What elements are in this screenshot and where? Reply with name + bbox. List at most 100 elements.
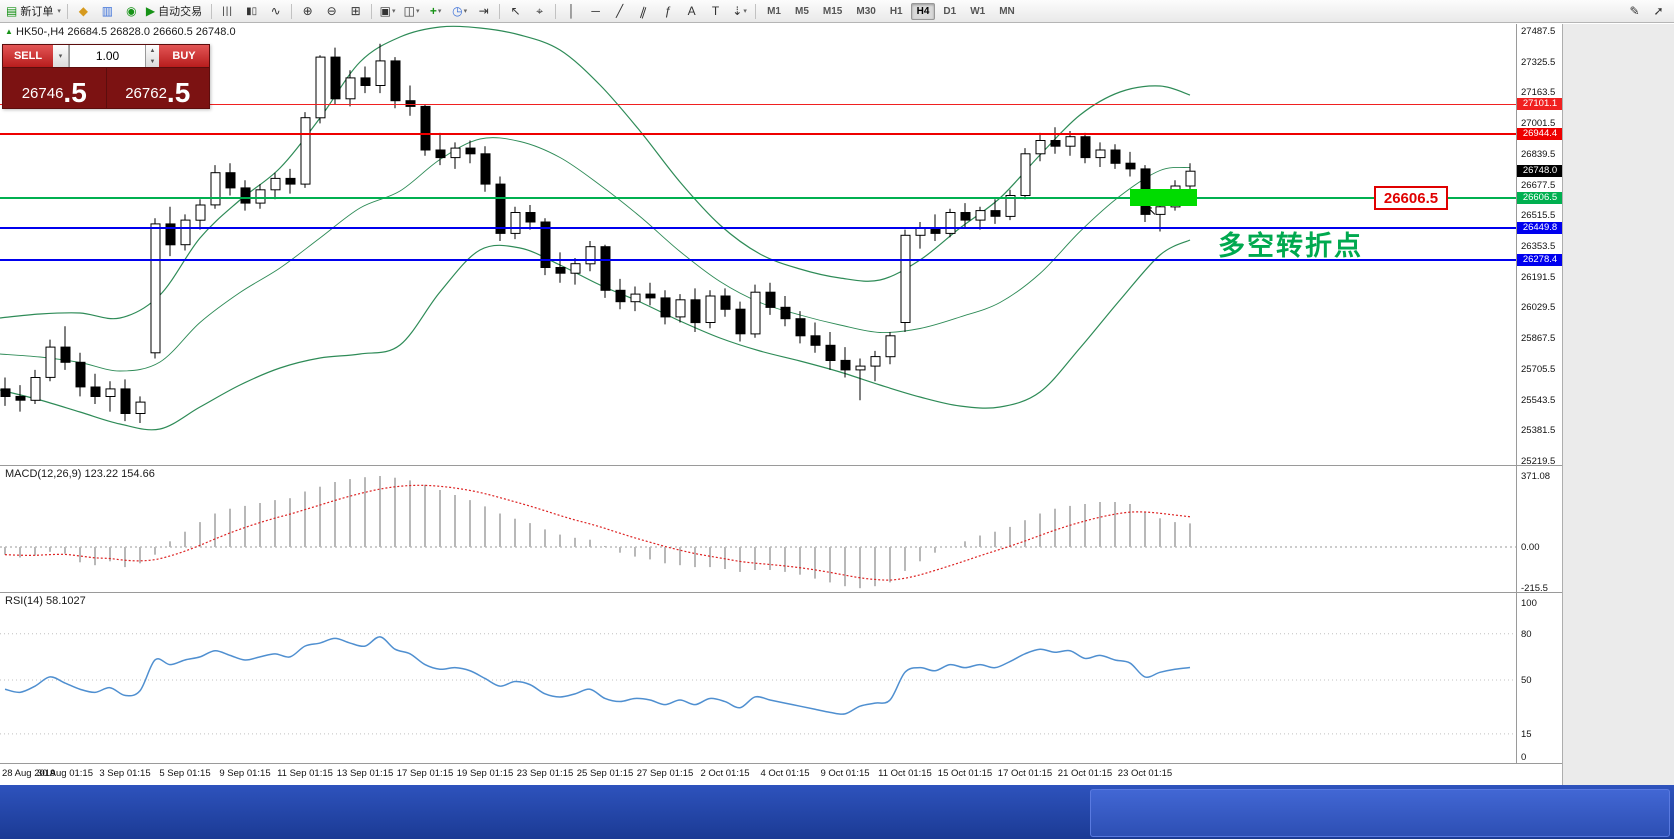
timeframe-button-m5[interactable]: M5	[795, 5, 809, 17]
time-axis-label: 11 Sep 01:15	[277, 768, 333, 779]
toolbar-separator	[371, 3, 373, 19]
time-axis-label: 4 Oct 01:15	[760, 768, 810, 779]
support-zone-rectangle[interactable]	[1130, 189, 1197, 206]
crosshair-tool-button[interactable]: ⌖	[528, 2, 551, 21]
autotrade-label: 自动交易	[158, 6, 203, 18]
text-tool-icon: A	[687, 4, 696, 18]
chart-line-button[interactable]: ∿	[264, 2, 287, 21]
autotrade-play-icon: ▶	[145, 4, 156, 18]
chart-shift-button[interactable]: ⇥	[472, 2, 495, 21]
tile-windows-button[interactable]: ⊞	[344, 2, 367, 21]
crosshair-icon: ⌖	[536, 3, 543, 18]
sell-price[interactable]: 26746.5	[3, 68, 106, 108]
cursor-tool-button[interactable]: ↖	[504, 2, 527, 21]
label-tool-button[interactable]: T	[704, 2, 727, 21]
panel-separator[interactable]	[0, 592, 1562, 593]
data-window-button[interactable]: ▥	[96, 2, 119, 21]
trendline-button[interactable]: ╱	[608, 2, 631, 21]
volume-input[interactable]: 1.00	[69, 45, 146, 67]
timeframe-button-h4[interactable]: H4	[910, 2, 936, 20]
zoom-in-button[interactable]: ⊕	[296, 2, 319, 21]
time-axis[interactable]: 28 Aug 2019 30 Aug 01:15 3 Sep 01:15 5 Sep …	[0, 763, 1562, 785]
macd-panel-canvas[interactable]	[0, 465, 1516, 592]
text-tool-button[interactable]: A	[680, 2, 703, 21]
rsi-panel-canvas[interactable]	[0, 592, 1516, 763]
volume-stepper[interactable]: ▲ ▼	[146, 45, 159, 67]
timeframe-button-d1[interactable]: D1	[943, 5, 957, 17]
buy-button[interactable]: BUY	[159, 45, 209, 67]
price-level-tag: 27101.1	[1517, 98, 1563, 111]
price-level-line[interactable]	[0, 197, 1516, 200]
timeframe-button-w1[interactable]: W1	[970, 5, 986, 17]
fibonacci-button[interactable]: ƒ	[656, 2, 679, 21]
zoom-out-icon: ⊖	[326, 4, 337, 18]
data-window-icon: ▥	[101, 4, 114, 18]
timeframe-button-m1[interactable]: M1	[767, 5, 781, 17]
panel-separator	[0, 763, 1562, 764]
arrows-tool-icon: ⇣	[732, 4, 743, 18]
price-callout-label[interactable]: 26606.5	[1374, 186, 1448, 210]
buy-price-main: 26762	[125, 85, 167, 102]
pointer-button[interactable]: ➚	[1647, 2, 1670, 21]
chevron-down-icon: ▾	[392, 8, 396, 15]
rsi-header: RSI(14) 58.1027	[5, 595, 86, 607]
arrows-tool-button[interactable]: ⇣ ▾	[728, 2, 751, 21]
horizontal-line-button[interactable]: ─	[584, 2, 607, 21]
chevron-down-icon: ▾	[57, 8, 61, 15]
market-watch-button[interactable]: ◆	[72, 2, 95, 21]
timeframe-button-m15[interactable]: M15	[822, 5, 843, 17]
time-axis-label: 30 Aug 01:15	[37, 768, 93, 779]
timeframe-button-h1[interactable]: H1	[889, 5, 903, 17]
chart-candles-button[interactable]: ▮▯	[240, 2, 263, 21]
line-chart-icon: ∿	[270, 4, 281, 18]
add-indicator-button[interactable]: + ▾	[424, 2, 447, 21]
vertical-line-button[interactable]: │	[560, 2, 583, 21]
add-indicator-icon: +	[429, 4, 437, 18]
price-chart-canvas[interactable]	[0, 24, 1516, 465]
zoom-out-button[interactable]: ⊖	[320, 2, 343, 21]
cascade-windows-icon: ◫	[403, 4, 415, 18]
price-level-line[interactable]	[0, 259, 1516, 262]
period-button[interactable]: ◷ ▾	[448, 2, 471, 21]
mouse-cursor-icon: ↖	[1146, 203, 1157, 218]
price-axis-label: 26029.5	[1521, 302, 1556, 314]
time-axis-label: 9 Oct 01:15	[820, 768, 870, 779]
sell-button[interactable]: SELL	[3, 45, 53, 67]
channel-button[interactable]: ∥	[630, 0, 658, 24]
chart-annotation-text[interactable]: 多空转折点	[1218, 231, 1363, 261]
price-axis-label: 26353.5	[1521, 241, 1556, 252]
trendline-icon: ╱	[615, 4, 624, 18]
price-axis-label: 25705.5	[1521, 363, 1556, 375]
toolbar-separator	[66, 3, 68, 19]
volume-dropdown-button[interactable]: ▾	[53, 45, 69, 67]
edit-button[interactable]: ✎	[1623, 2, 1646, 21]
new-order-label: 新订单	[20, 6, 54, 18]
cascade-button[interactable]: ◫ ▾	[400, 2, 423, 21]
macd-scale-label: 371.08	[1521, 471, 1551, 482]
autotrade-button[interactable]: ▶ 自动交易	[144, 2, 207, 21]
timeframe-button-m30[interactable]: M30	[856, 5, 876, 17]
time-axis-label: 28 Aug 2019	[2, 768, 56, 779]
price-level-line[interactable]	[0, 103, 1516, 105]
price-level-line[interactable]	[0, 226, 1516, 229]
price-level-tag: 26449.8	[1517, 221, 1563, 234]
price-axis-border	[1516, 24, 1517, 763]
toolbar-separator	[211, 3, 213, 19]
new-order-button[interactable]: ▤ 新订单 ▾	[4, 2, 63, 21]
buy-price[interactable]: 26762.5	[105, 68, 210, 108]
timeframe-toolbar: M1 M5 M15 M30 H1 H4 D1 W1 MN	[760, 2, 1022, 20]
one-click-trading-widget: SELL ▾ 1.00 ▲ ▼ BUY 26746.5 26762.5	[2, 44, 210, 109]
arrange-button[interactable]: ▣ ▾	[376, 2, 399, 21]
fibonacci-icon: ƒ	[664, 4, 671, 18]
panel-separator[interactable]	[0, 465, 1562, 466]
stepper-down-icon[interactable]: ▼	[149, 58, 156, 65]
arrange-windows-icon: ▣	[379, 4, 391, 18]
price-level-line[interactable]	[0, 132, 1516, 135]
navigator-button[interactable]: ◉	[120, 2, 143, 21]
taskbar-active-section[interactable]	[1090, 789, 1670, 837]
navigator-icon: ◉	[126, 4, 137, 18]
chart-bars-button[interactable]: |||	[216, 2, 239, 21]
price-axis-label: 25867.5	[1521, 333, 1556, 345]
stepper-up-icon[interactable]: ▲	[149, 47, 156, 54]
timeframe-button-mn[interactable]: MN	[999, 5, 1015, 17]
